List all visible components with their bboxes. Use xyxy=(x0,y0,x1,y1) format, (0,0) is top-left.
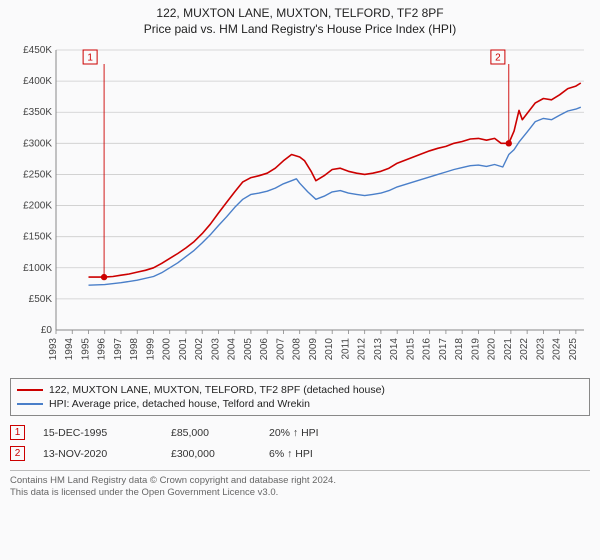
legend-item: HPI: Average price, detached house, Telf… xyxy=(17,397,583,411)
footer-line-2: This data is licensed under the Open Gov… xyxy=(10,487,590,499)
transaction-table: 1 15-DEC-1995 £85,000 20% ↑ HPI 2 13-NOV-2020… xyxy=(10,422,590,464)
transaction-price: £85,000 xyxy=(171,427,251,439)
chart-container: 122, MUXTON LANE, MUXTON, TELFORD, TF2 8… xyxy=(0,0,600,560)
legend-label: 122, MUXTON LANE, MUXTON, TELFORD, TF2 8… xyxy=(49,384,385,396)
transaction-marker: 1 xyxy=(10,425,25,440)
svg-text:1998: 1998 xyxy=(129,338,140,361)
transaction-pct: 6% ↑ HPI xyxy=(269,448,359,460)
svg-text:2006: 2006 xyxy=(259,338,270,361)
svg-text:2000: 2000 xyxy=(162,338,173,361)
svg-text:2017: 2017 xyxy=(438,338,449,361)
transaction-date: 13-NOV-2020 xyxy=(43,448,153,460)
svg-text:1997: 1997 xyxy=(113,338,124,361)
svg-text:2010: 2010 xyxy=(324,338,335,361)
svg-text:2005: 2005 xyxy=(243,338,254,361)
chart-title: 122, MUXTON LANE, MUXTON, TELFORD, TF2 8… xyxy=(10,6,590,20)
svg-text:2013: 2013 xyxy=(373,338,384,361)
line-chart-svg: £0 £50K £100K £150K £200K £250K £300K £350K £400… xyxy=(10,42,590,372)
svg-text:2004: 2004 xyxy=(227,338,238,361)
svg-text:£250K: £250K xyxy=(23,169,52,180)
transaction-pct: 20% ↑ HPI xyxy=(269,427,359,439)
footer-line-1: Contains HM Land Registry data © Crown c… xyxy=(10,475,590,487)
svg-text:2024: 2024 xyxy=(552,338,563,361)
svg-text:2022: 2022 xyxy=(519,338,530,361)
svg-text:1999: 1999 xyxy=(145,338,156,361)
svg-text:2018: 2018 xyxy=(454,338,465,361)
svg-text:2025: 2025 xyxy=(568,338,579,361)
svg-text:2012: 2012 xyxy=(357,338,368,361)
svg-text:2002: 2002 xyxy=(194,338,205,361)
svg-text:2009: 2009 xyxy=(308,338,319,361)
svg-text:£300K: £300K xyxy=(23,138,52,149)
transaction-row: 1 15-DEC-1995 £85,000 20% ↑ HPI xyxy=(10,422,590,443)
svg-text:2014: 2014 xyxy=(389,338,400,361)
transaction-date: 15-DEC-1995 xyxy=(43,427,153,439)
svg-text:£100K: £100K xyxy=(23,263,52,274)
legend-swatch xyxy=(17,403,43,405)
footer: Contains HM Land Registry data © Crown c… xyxy=(10,470,590,500)
svg-text:1994: 1994 xyxy=(64,338,75,361)
svg-text:2023: 2023 xyxy=(535,338,546,361)
svg-text:2003: 2003 xyxy=(210,338,221,361)
svg-text:2021: 2021 xyxy=(503,338,514,361)
svg-text:£400K: £400K xyxy=(23,76,52,87)
legend: 122, MUXTON LANE, MUXTON, TELFORD, TF2 8… xyxy=(10,378,590,416)
svg-text:2015: 2015 xyxy=(405,338,416,361)
svg-text:£0: £0 xyxy=(41,325,53,336)
legend-label: HPI: Average price, detached house, Telf… xyxy=(49,398,310,410)
transaction-price: £300,000 xyxy=(171,448,251,460)
chart-subtitle: Price paid vs. HM Land Registry's House … xyxy=(10,22,590,36)
svg-text:2008: 2008 xyxy=(292,338,303,361)
svg-text:2020: 2020 xyxy=(487,338,498,361)
legend-item: 122, MUXTON LANE, MUXTON, TELFORD, TF2 8… xyxy=(17,383,583,397)
transaction-marker: 2 xyxy=(10,446,25,461)
transaction-row: 2 13-NOV-2020 £300,000 6% ↑ HPI xyxy=(10,443,590,464)
svg-text:2007: 2007 xyxy=(275,338,286,361)
legend-swatch xyxy=(17,389,43,391)
svg-text:£450K: £450K xyxy=(23,45,52,56)
svg-text:1995: 1995 xyxy=(80,338,91,361)
chart-area: £0 £50K £100K £150K £200K £250K £300K £350K £400… xyxy=(10,42,590,372)
svg-text:2019: 2019 xyxy=(470,338,481,361)
svg-text:2011: 2011 xyxy=(340,338,351,360)
svg-text:2: 2 xyxy=(495,53,501,64)
svg-text:£50K: £50K xyxy=(29,294,53,305)
svg-text:£350K: £350K xyxy=(23,107,52,118)
svg-text:£150K: £150K xyxy=(23,232,52,243)
svg-text:1996: 1996 xyxy=(97,338,108,361)
svg-text:1993: 1993 xyxy=(48,338,59,361)
svg-text:2001: 2001 xyxy=(178,338,189,361)
svg-text:1: 1 xyxy=(87,53,93,64)
title-block: 122, MUXTON LANE, MUXTON, TELFORD, TF2 8… xyxy=(10,6,590,36)
svg-text:£200K: £200K xyxy=(23,201,52,212)
svg-text:2016: 2016 xyxy=(422,338,433,361)
